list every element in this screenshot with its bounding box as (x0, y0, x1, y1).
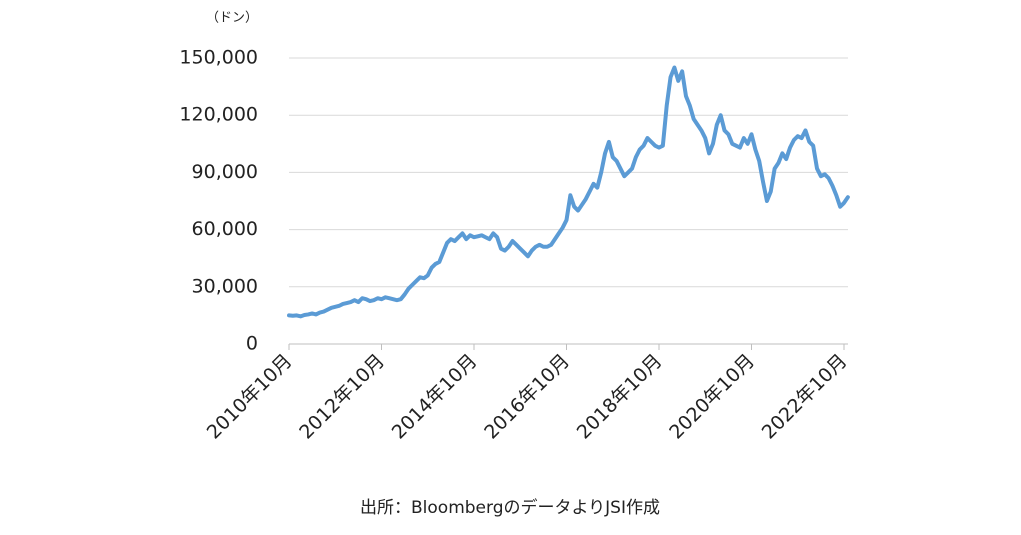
y-tick-label: 150,000 (179, 47, 258, 69)
unit-label: （ドン） (206, 11, 258, 26)
y-tick-label: 120,000 (179, 104, 258, 126)
x-tick-label: 2016年10月 (480, 350, 574, 444)
y-tick-label: 60,000 (192, 218, 258, 240)
x-tick-label: 2012年10月 (295, 350, 389, 444)
x-tick-label: 2010年10月 (203, 350, 297, 444)
y-tick-label: 0 (246, 333, 258, 355)
source-note: 出所：BloombergのデータよりJSI作成 (360, 497, 660, 518)
x-tick-label: 2020年10月 (665, 350, 759, 444)
x-tick-label: 2018年10月 (573, 350, 667, 444)
y-tick-label: 30,000 (192, 275, 258, 297)
x-tick-label: 2014年10月 (388, 350, 482, 444)
data-line (287, 65, 850, 319)
y-tick-label: 90,000 (192, 161, 258, 183)
x-tick-label: 2022年10月 (758, 350, 852, 444)
